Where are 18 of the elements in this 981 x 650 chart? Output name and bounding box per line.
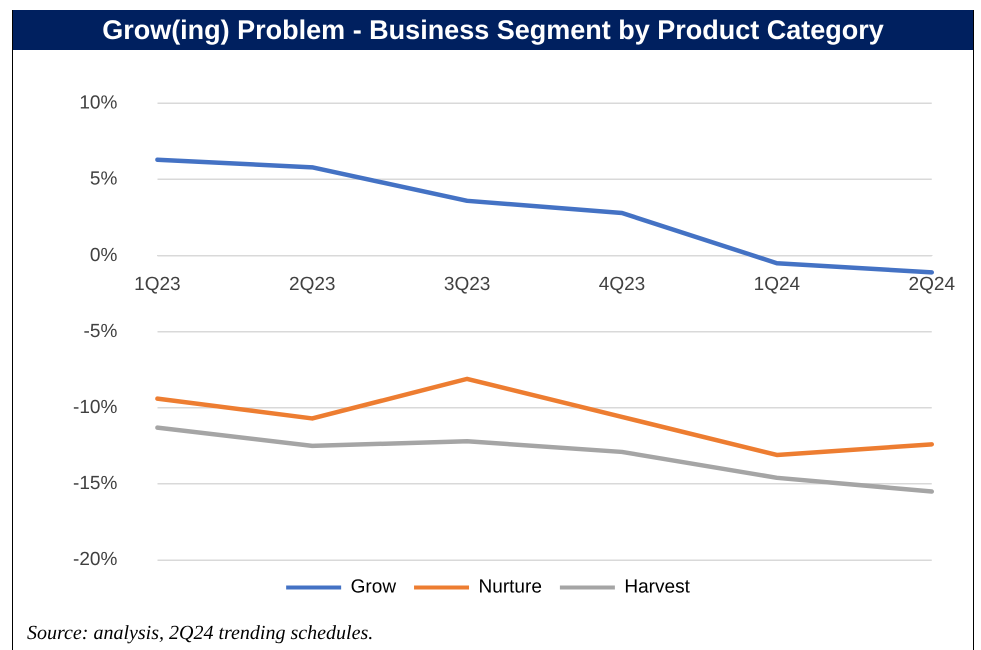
legend-label: Grow — [350, 576, 396, 598]
x-tick-label: 1Q23 — [134, 274, 181, 296]
y-tick-label: 5% — [90, 168, 118, 190]
x-tick-label: 4Q23 — [598, 274, 646, 296]
x-tick-label: 2Q24 — [908, 274, 956, 296]
y-tick-label: -10% — [72, 397, 118, 418]
x-tick-label: 1Q24 — [754, 274, 801, 296]
y-tick-label: -15% — [72, 473, 118, 494]
source-note: Source: analysis, 2Q24 trending schedules. — [27, 622, 374, 645]
legend-label: Nurture — [478, 576, 542, 598]
y-tick-label: 10% — [79, 92, 118, 114]
x-tick-label: 3Q23 — [444, 274, 490, 296]
y-tick-label: -20% — [72, 549, 118, 570]
y-tick-label: 0% — [90, 244, 118, 266]
legend-label: Harvest — [624, 576, 691, 598]
chart-title: Grow(ing) Problem - Business Segment by Product Category — [13, 10, 973, 50]
x-tick-label: 2Q23 — [288, 274, 336, 296]
y-tick-label: -5% — [84, 320, 118, 342]
